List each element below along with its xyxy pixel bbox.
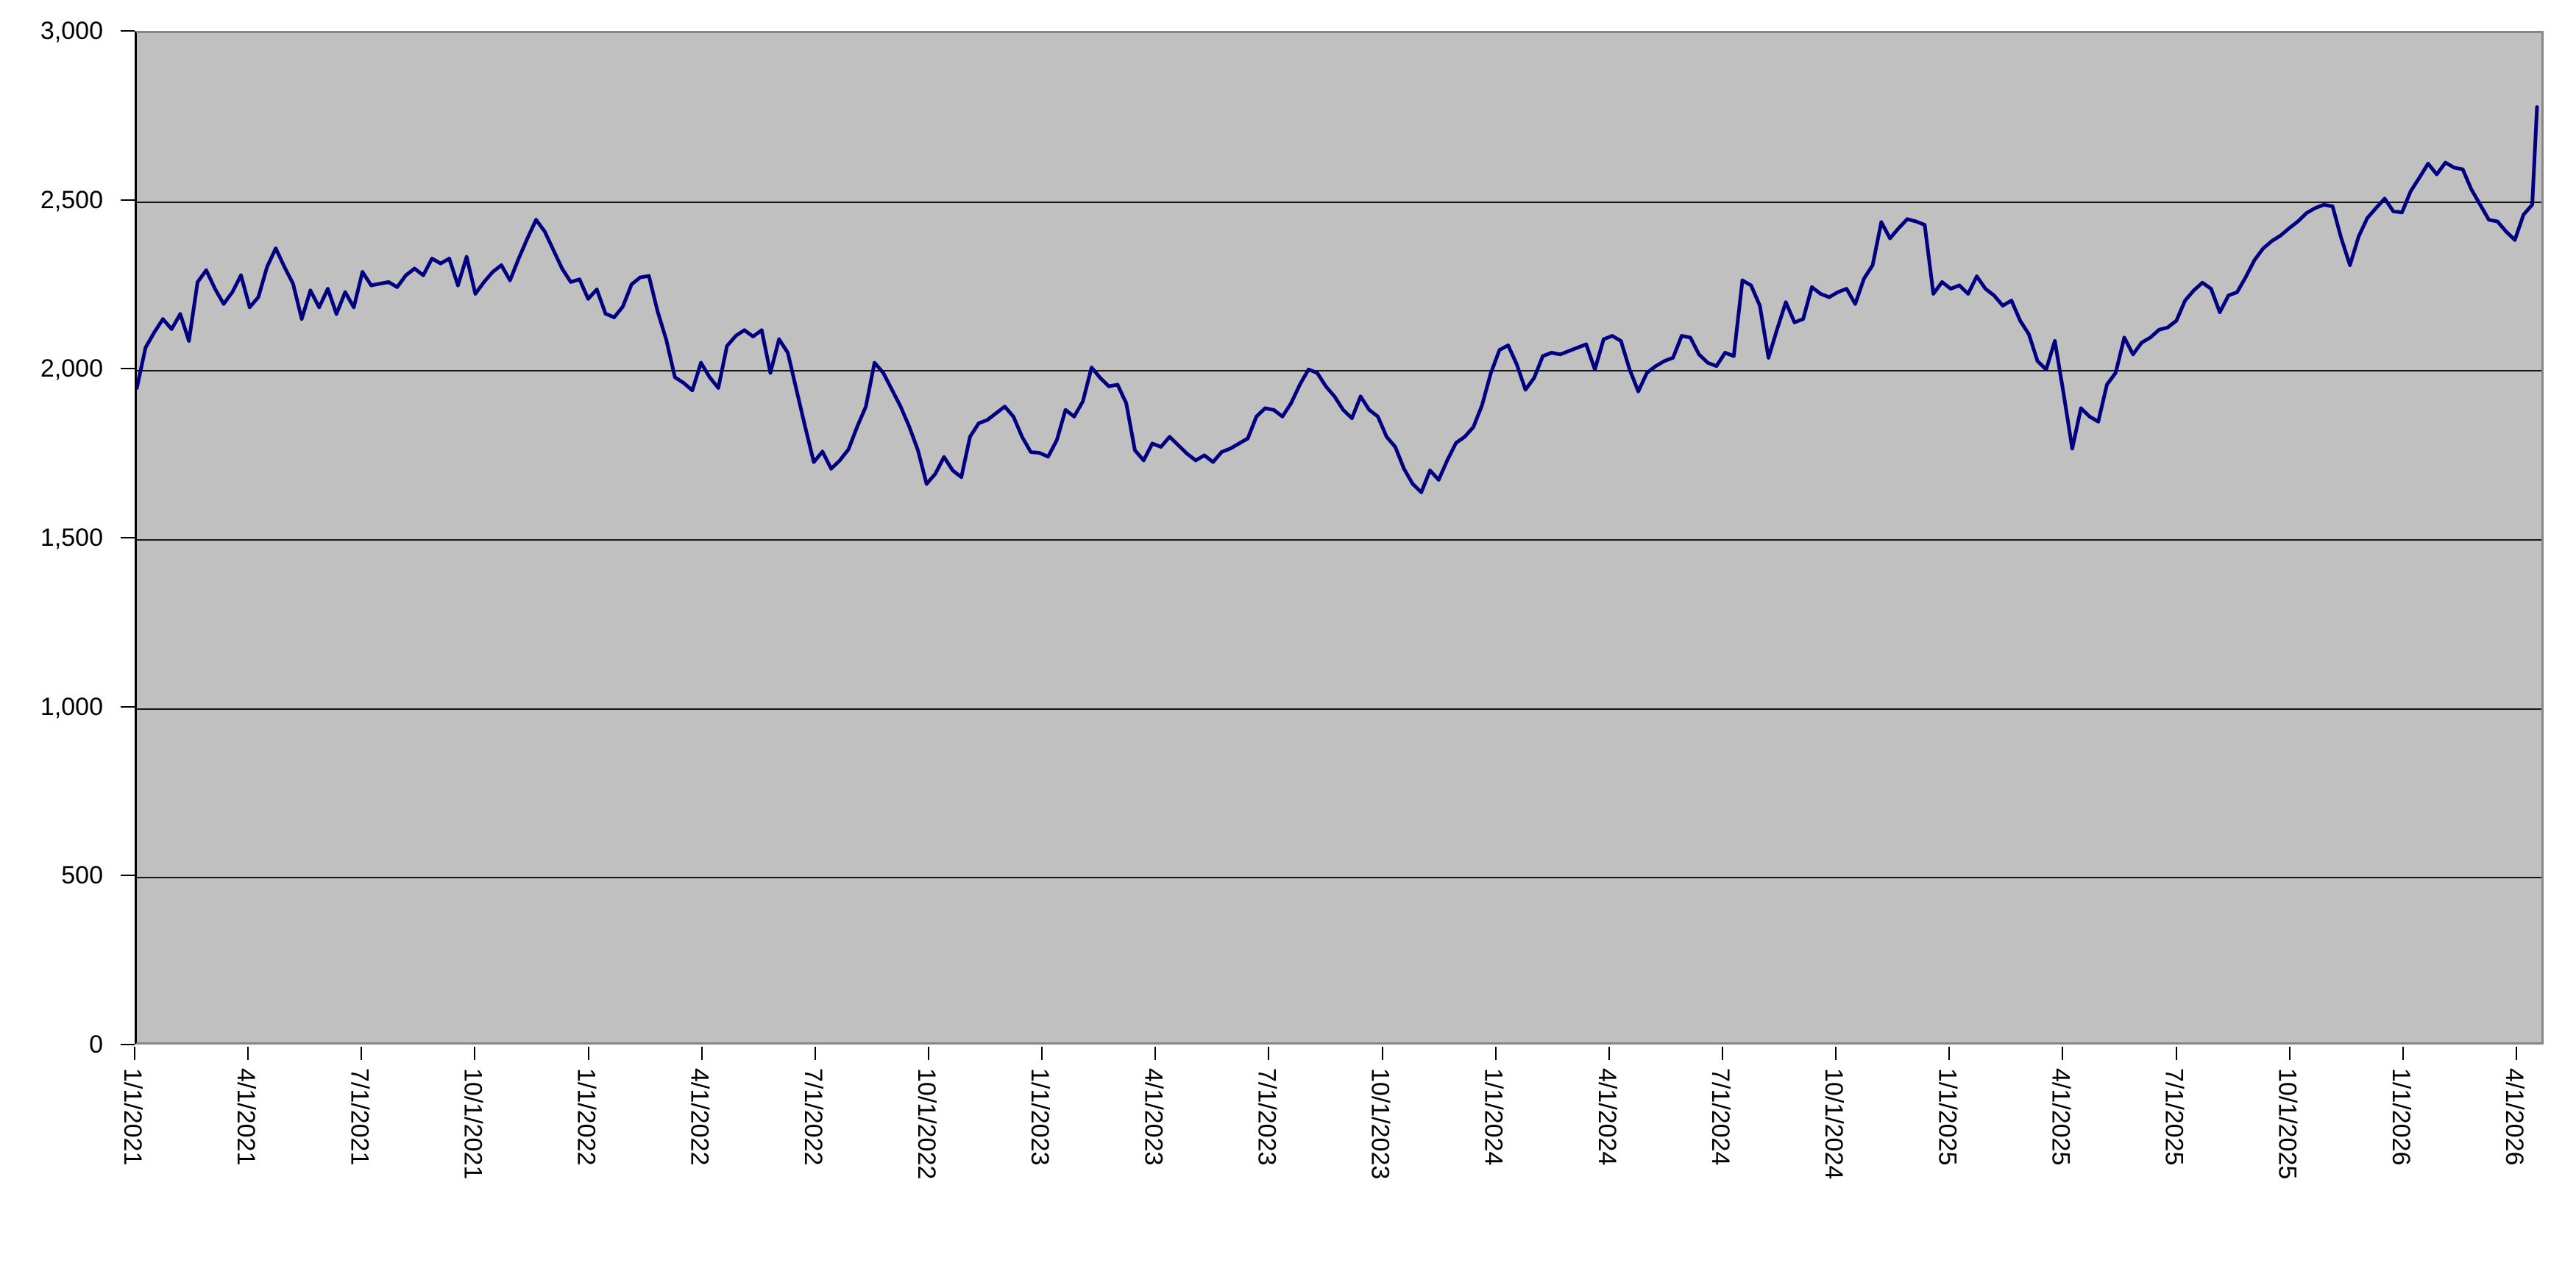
y-axis-tick [121,1044,135,1045]
x-axis-tick [2175,1047,2177,1060]
y-axis-label: 3,000 [40,17,103,45]
x-axis-label: 7/1/2025 [2160,1068,2188,1166]
x-axis-tick [2402,1047,2404,1060]
x-axis-label: 7/1/2022 [798,1068,827,1166]
x-axis-tick [2062,1047,2064,1060]
x-axis-label: 10/1/2025 [2273,1068,2302,1180]
x-axis-tick [1154,1047,1157,1060]
x-axis-label: 10/1/2024 [1820,1068,1848,1180]
y-axis-tick [121,30,135,32]
x-axis-label: 1/1/2022 [572,1068,600,1166]
y-axis-label: 0 [89,1031,103,1059]
y-axis-tick [121,705,135,708]
x-axis-label: 4/1/2026 [2500,1068,2528,1166]
y-axis-tick [121,368,135,370]
x-axis-label: 7/1/2021 [345,1068,374,1166]
x-axis-label: 10/1/2021 [458,1068,487,1180]
x-axis-tick [700,1047,703,1060]
x-axis-label: 1/1/2021 [118,1068,146,1166]
y-axis-tick [121,537,135,538]
x-axis-tick [1722,1047,1723,1060]
x-axis-tick [247,1047,249,1060]
gridline-500 [137,877,2541,879]
x-axis-tick [814,1047,816,1060]
y-axis-label: 2,500 [40,185,103,214]
x-axis-tick [1381,1047,1383,1060]
x-axis-tick [587,1047,589,1060]
y-axis-label: 1,000 [40,692,103,721]
x-axis-label: 4/1/2023 [1139,1068,1168,1166]
x-axis-tick [474,1047,476,1060]
gridline-1500 [137,539,2541,541]
x-axis-tick [1268,1047,1270,1060]
x-axis-label: 1/1/2025 [1933,1068,1962,1166]
series-svg [137,105,2539,494]
x-axis-label: 4/1/2024 [1592,1068,1621,1166]
x-axis-label: 1/1/2026 [2386,1068,2415,1166]
x-axis-label: 4/1/2025 [2046,1068,2075,1166]
x-axis-tick [2288,1047,2291,1060]
x-axis-label: 10/1/2023 [1366,1068,1394,1180]
x-axis-label: 7/1/2024 [1706,1068,1734,1166]
y-axis-label: 500 [61,861,103,890]
x-axis-label: 10/1/2022 [912,1068,940,1180]
x-axis-label: 1/1/2024 [1479,1068,1508,1166]
x-axis-tick [928,1047,929,1060]
x-axis-tick [1494,1047,1497,1060]
x-axis-tick [361,1047,363,1060]
series-line [137,105,2539,494]
y-axis-label: 1,500 [40,524,103,552]
x-axis-tick [1948,1047,1951,1060]
y-axis-tick [121,875,135,877]
x-axis-tick [2516,1047,2517,1060]
gridline-2500 [137,201,2541,203]
y-axis-tick [121,199,135,201]
x-axis-tick [1041,1047,1043,1060]
gridline-1000 [137,708,2541,710]
x-axis-tick [1608,1047,1610,1060]
y-axis-label: 2,000 [40,355,103,383]
x-axis-label: 7/1/2023 [1252,1068,1281,1166]
gridline-2000 [137,370,2541,372]
x-axis-label: 4/1/2021 [232,1068,260,1166]
x-axis-tick [134,1047,135,1060]
plot-area [135,31,2544,1045]
x-axis-label: 4/1/2022 [685,1068,714,1166]
x-axis-tick [1835,1047,1837,1060]
x-axis-label: 1/1/2023 [1026,1068,1054,1166]
